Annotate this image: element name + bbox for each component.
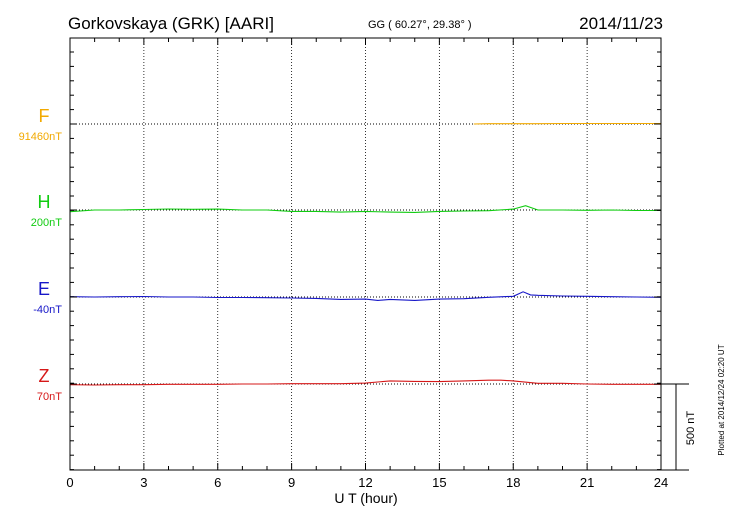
traces bbox=[69, 122, 662, 386]
scale-bar: 500 nT bbox=[661, 383, 697, 471]
x-tick-label: 18 bbox=[506, 475, 520, 490]
x-tick-label: 3 bbox=[140, 475, 147, 490]
x-tick-label: 24 bbox=[654, 475, 668, 490]
axis-ticks bbox=[69, 38, 662, 471]
station-title: Gorkovskaya (GRK) [AARI] bbox=[68, 14, 274, 33]
plotted-at-note: Plotted at 2014/12/24 02:20 UT bbox=[717, 344, 726, 455]
series-name-f: F bbox=[39, 106, 50, 126]
x-tick-labels: 0 3 6 9 12 15 18 21 24 bbox=[66, 475, 668, 490]
x-tick-label: 0 bbox=[66, 475, 73, 490]
station-coordinates: GG ( 60.27°, 29.38° ) bbox=[368, 19, 472, 31]
trace-z bbox=[69, 379, 661, 386]
chart-date: 2014/11/23 bbox=[579, 14, 663, 33]
trace-e bbox=[69, 291, 662, 301]
series-name-h: H bbox=[38, 192, 51, 212]
grid bbox=[143, 38, 588, 470]
scale-bar-label: 500 nT bbox=[685, 411, 697, 446]
series-name-e: E bbox=[38, 279, 50, 299]
series-baseline-value-h: 200nT bbox=[31, 217, 62, 229]
series-name-z: Z bbox=[39, 366, 50, 386]
trace-f bbox=[473, 122, 661, 125]
series-labels: F 91460nT H 200nT E -40nT Z 70nT bbox=[19, 106, 63, 403]
x-tick-label: 9 bbox=[288, 475, 295, 490]
x-tick-label: 21 bbox=[580, 475, 594, 490]
x-tick-label: 15 bbox=[432, 475, 446, 490]
x-tick-label: 6 bbox=[214, 475, 221, 490]
x-axis-label: U T (hour) bbox=[334, 490, 397, 506]
x-tick-label: 12 bbox=[358, 475, 372, 490]
series-baseline-value-e: -40nT bbox=[33, 304, 62, 316]
trace-h bbox=[69, 205, 661, 213]
series-baseline-value-f: 91460nT bbox=[19, 131, 63, 143]
series-baseline-value-z: 70nT bbox=[37, 391, 62, 403]
